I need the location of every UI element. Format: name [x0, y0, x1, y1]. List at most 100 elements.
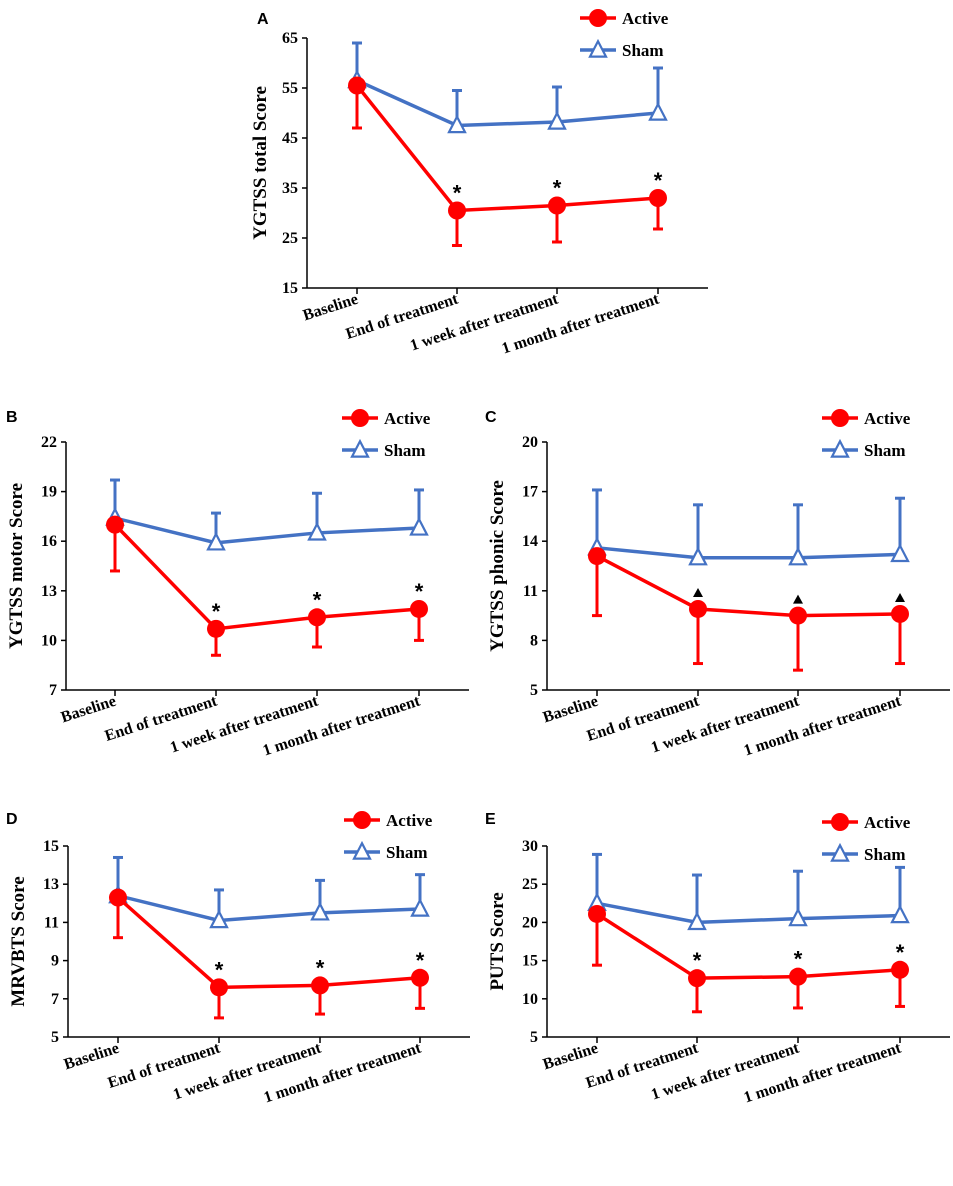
data-point: [588, 904, 606, 923]
series-active: [348, 76, 667, 247]
y-tick-label: 35: [282, 180, 298, 197]
data-point: [891, 960, 909, 979]
legend-active-label: Active: [386, 811, 433, 830]
y-tick-label: 9: [51, 953, 59, 970]
data-point: [649, 189, 667, 207]
data-point: [788, 546, 808, 566]
legend: Active Sham: [580, 9, 669, 60]
panel-letter: E: [485, 811, 496, 828]
series-sham: [587, 488, 910, 566]
significance-marker: *: [313, 587, 322, 612]
data-point: [207, 619, 225, 638]
data-point: [448, 201, 466, 220]
significance-marker: *: [553, 176, 562, 201]
x-tick-label: Baseline: [301, 291, 360, 325]
y-axis-label: PUTS Score: [487, 892, 508, 990]
y-tick-label: 5: [530, 682, 538, 699]
legend: Active Sham: [822, 813, 911, 864]
data-point: [588, 547, 606, 566]
panel-letter: A: [257, 11, 269, 28]
y-axis-label: YGTSS motor Score: [6, 483, 27, 649]
series-line: [356, 78, 659, 128]
series-line: [596, 546, 901, 560]
legend: Active Sham: [822, 409, 911, 460]
data-point: [310, 901, 330, 921]
y-tick-label: 20: [522, 434, 538, 451]
data-point: [789, 606, 807, 625]
data-point: [348, 76, 366, 95]
significance-marker: *: [215, 957, 224, 982]
y-tick-label: 5: [530, 1029, 538, 1046]
significance-marker: *: [416, 948, 425, 973]
series-sham: [587, 852, 910, 931]
y-tick-label: 7: [51, 991, 59, 1008]
data-point: [789, 967, 807, 986]
series-sham: [108, 855, 430, 929]
data-point: [548, 196, 566, 215]
y-tick-label: 15: [282, 280, 298, 297]
legend-sham-marker: [350, 438, 370, 458]
data-point: [206, 531, 226, 551]
x-tick-label: Baseline: [62, 1040, 121, 1074]
series-line: [114, 516, 420, 545]
legend-sham-marker: [830, 842, 850, 862]
series-line: [596, 912, 901, 980]
y-tick-label: 19: [41, 484, 57, 501]
significance-marker: *: [212, 599, 221, 624]
data-point: [210, 978, 228, 997]
significance-marker: *: [453, 181, 462, 206]
legend-sham-label: Sham: [864, 845, 906, 864]
series-active: [106, 515, 428, 657]
y-tick-label: 11: [523, 583, 538, 600]
series-active: [588, 547, 909, 672]
significance-marker: *: [316, 955, 325, 980]
legend: Active Sham: [342, 409, 431, 460]
y-tick-label: 22: [41, 434, 57, 451]
data-point: [688, 546, 708, 566]
panel-letter: C: [485, 409, 497, 426]
series-active: [588, 904, 909, 1014]
data-point: [209, 909, 229, 929]
data-point: [890, 543, 910, 563]
legend-active-marker: [353, 811, 371, 829]
y-tick-label: 8: [530, 632, 538, 649]
y-tick-label: 5: [51, 1029, 59, 1046]
significance-marker: *: [693, 948, 702, 973]
significance-marker: *: [794, 947, 803, 972]
legend-sham-marker: [830, 438, 850, 458]
significance-marker: *: [415, 579, 424, 604]
data-point: [891, 604, 909, 623]
legend: Active Sham: [344, 811, 433, 862]
legend-sham-label: Sham: [384, 441, 426, 460]
data-point: [106, 515, 124, 534]
legend-sham-marker: [588, 38, 608, 58]
data-point: [688, 969, 706, 988]
y-tick-label: 10: [522, 991, 538, 1008]
y-tick-label: 55: [282, 80, 298, 97]
y-tick-label: 20: [522, 914, 538, 931]
series-active: [109, 888, 429, 1020]
legend-sham-label: Sham: [622, 41, 664, 60]
data-point: [788, 907, 808, 927]
y-axis-label: YGTSS total Score: [250, 86, 271, 240]
y-tick-label: 15: [522, 953, 538, 970]
panel-letter: B: [6, 409, 18, 426]
legend-active-marker: [589, 9, 607, 27]
data-point: [547, 110, 567, 130]
series-sham: [347, 41, 668, 134]
legend-active-marker: [831, 813, 849, 831]
significance-marker: [693, 587, 703, 597]
data-point: [410, 897, 430, 917]
series-line: [596, 901, 901, 925]
legend-active-marker: [351, 409, 369, 427]
data-point: [307, 521, 327, 541]
legend-active-label: Active: [384, 409, 431, 428]
series-sham: [105, 478, 429, 551]
legend-sham-label: Sham: [386, 843, 428, 862]
y-tick-label: 25: [282, 230, 298, 247]
y-tick-label: 13: [41, 583, 57, 600]
